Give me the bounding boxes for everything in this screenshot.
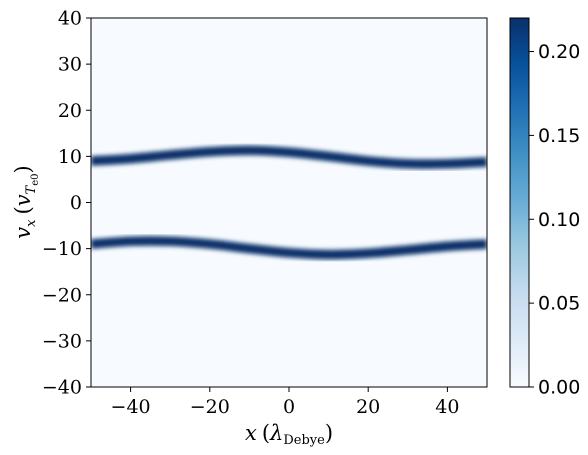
y-axis-label-var: v	[11, 227, 35, 239]
beam-lower	[91, 236, 487, 260]
heatmap-background	[91, 18, 487, 387]
y-axis-label-open: (	[11, 206, 35, 214]
colorbar-tick-label: 0.05	[538, 293, 580, 315]
colorbar-tick-label: 0.00	[538, 377, 580, 399]
y-tick-label: 10	[58, 146, 82, 168]
colorbar-tick-label: 0.20	[538, 41, 580, 63]
y-axis: −40 −30 −20 −10 0 10 20 30 40	[42, 8, 91, 399]
colorbar-gradient	[509, 17, 530, 388]
x-tick-label: 0	[283, 396, 295, 418]
x-axis-label-var: x	[245, 421, 257, 445]
y-axis-label-sym-sub: T	[24, 184, 39, 194]
colorbar-tick-label: 0.10	[538, 209, 580, 231]
y-tick-label: 40	[58, 8, 82, 30]
x-tick-label: −20	[190, 396, 230, 418]
y-axis-label-symbol: v	[11, 194, 35, 206]
x-tick-label: 40	[435, 396, 459, 418]
y-tick-label: −30	[42, 330, 82, 352]
y-axis-label-sym-subsub: e0	[30, 173, 41, 185]
x-axis-label: x (λDebye)	[245, 421, 333, 448]
x-axis-label-symbol: λ	[269, 421, 283, 445]
y-tick-label: −40	[42, 377, 82, 399]
x-axis-label-sub: Debye	[283, 433, 325, 448]
y-tick-label: −20	[42, 284, 82, 306]
y-tick-label: 20	[58, 100, 82, 122]
x-axis-label-open: (	[262, 421, 270, 445]
colorbar: 0.00 0.05 0.10 0.15 0.20	[509, 17, 580, 399]
beam-layer	[91, 145, 487, 260]
y-tick-label: 30	[58, 54, 82, 76]
beam-upper	[91, 145, 487, 169]
y-tick-label: 0	[70, 192, 82, 214]
y-tick-label: −10	[42, 238, 82, 260]
y-axis-label: vx(vTe0)	[11, 165, 41, 238]
colorbar-tick-label: 0.15	[538, 125, 580, 147]
x-tick-label: 20	[356, 396, 380, 418]
colorbar-ticks: 0.00 0.05 0.10 0.15 0.20	[529, 41, 580, 399]
plot-area	[90, 17, 488, 388]
x-axis-label-close: )	[325, 421, 333, 445]
y-axis-label-var-sub: x	[24, 219, 39, 227]
x-axis: −40 −20 0 20 40	[111, 387, 459, 418]
x-tick-label: −40	[111, 396, 151, 418]
y-axis-label-close: )	[11, 165, 35, 173]
